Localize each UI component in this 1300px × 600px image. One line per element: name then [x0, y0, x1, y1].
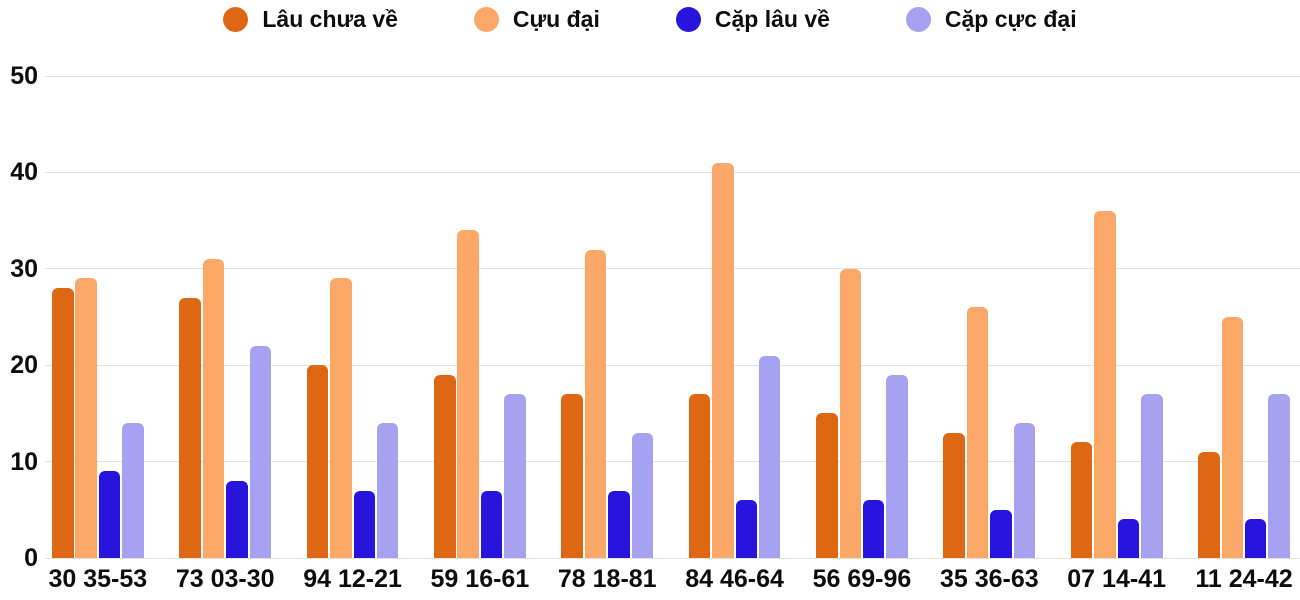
bar-cặp-lâu-về-2 [226, 480, 248, 558]
legend-color-dot [473, 7, 499, 32]
legend-color-dot [675, 7, 701, 32]
x-axis-category-label: 11 24-42 [1195, 565, 1293, 593]
bar-lâu-chưa-về-1 [52, 288, 74, 558]
bar-lâu-chưa-về-6 [688, 394, 711, 558]
bar-lâu-chưa-về-9 [1070, 442, 1093, 558]
plot-area: 30 35-53 73 03-30 94 12-21 59 16-61 78 18-81… [45, 75, 1300, 593]
bar-cặp-lâu-về-8 [990, 509, 1012, 558]
x-axis-category-label: 78 18-81 [557, 565, 657, 593]
legend-label: Cặp lâu về [714, 6, 830, 32]
bar-cựu-đại-6 [712, 162, 734, 558]
y-axis-tick-label: 30 [10, 254, 38, 283]
bar-lâu-chưa-về-2 [179, 297, 201, 558]
bar-cặp-cực-đại-9 [1141, 394, 1163, 558]
bar-lâu-chưa-về-10 [1198, 451, 1220, 558]
gridline-50 [45, 75, 1300, 77]
bar-cặp-cực-đại-3 [376, 423, 399, 558]
bar-cựu-đại-1 [75, 278, 97, 558]
legend-label: Cựu đại [512, 6, 600, 32]
bar-lâu-chưa-về-3 [306, 365, 329, 558]
bar-lâu-chưa-về-4 [434, 374, 456, 558]
legend: Lâu chưa về Cựu đại Cặp lâu về Cặp cực đại [0, 6, 1300, 33]
bar-cựu-đại-10 [1221, 317, 1244, 558]
y-axis-tick-label: 0 [24, 544, 38, 572]
bar-cặp-lâu-về-6 [735, 500, 758, 558]
bar-cặp-lâu-về-1 [98, 471, 121, 558]
bar-lâu-chưa-về-7 [816, 413, 838, 558]
bar-cựu-đại-8 [966, 307, 989, 558]
bar-cặp-cực-đại-4 [504, 394, 526, 558]
x-axis-category-label: 59 16-61 [430, 565, 530, 593]
y-axis-tick-label: 10 [10, 447, 38, 476]
x-axis-category-label: 84 46-64 [685, 565, 784, 593]
bar-cặp-cực-đại-7 [886, 374, 908, 558]
legend-item-4[interactable]: Cặp cực đại [905, 6, 1077, 33]
legend-color-dot [223, 7, 249, 32]
gridline-0 [45, 557, 1300, 559]
legend-item-3[interactable]: Cặp lâu về [675, 6, 830, 33]
bar-cặp-lâu-về-9 [1117, 519, 1140, 558]
legend-label: Lâu chưa về [262, 6, 398, 32]
y-axis-tick-label: 20 [10, 351, 38, 380]
bar-cặp-cực-đại-2 [249, 345, 272, 558]
bar-cặp-cực-đại-10 [1268, 394, 1290, 558]
legend-label: Cặp cực đại [944, 6, 1077, 32]
bar-cặp-cực-đại-5 [631, 432, 654, 558]
bar-cựu-đại-2 [202, 259, 225, 558]
bar-cặp-cực-đại-1 [122, 423, 144, 558]
bar-cặp-lâu-về-10 [1244, 519, 1267, 558]
x-axis-category-label: 94 12-21 [303, 565, 402, 593]
legend-item-1[interactable]: Lâu chưa về [223, 6, 398, 33]
legend-color-dot [905, 7, 931, 32]
bar-cặp-lâu-về-5 [608, 490, 630, 558]
x-axis-category-label: 73 03-30 [175, 565, 275, 593]
bar-cặp-cực-đại-8 [1013, 423, 1036, 558]
x-axis-category-label: 07 14-41 [1067, 565, 1166, 593]
bar-cặp-lâu-về-4 [480, 490, 503, 558]
x-axis-category-label: 56 69-96 [812, 565, 912, 593]
bar-cựu-đại-5 [584, 249, 607, 558]
bar-cặp-lâu-về-7 [862, 500, 885, 558]
x-axis-category-label: 30 35-53 [48, 565, 148, 593]
x-axis-category-label: 35 36-63 [939, 565, 1039, 593]
bar-cựu-đại-4 [457, 230, 479, 558]
legend-item-2[interactable]: Cựu đại [473, 6, 600, 33]
gridline-20 [45, 364, 1300, 366]
bar-cặp-lâu-về-3 [353, 490, 375, 558]
y-axis-tick-label: 50 [10, 62, 38, 90]
gridline-30 [45, 268, 1300, 270]
bar-cựu-đại-9 [1094, 210, 1116, 558]
bar-lâu-chưa-về-8 [943, 432, 965, 558]
bar-cặp-cực-đại-6 [758, 355, 781, 558]
bar-cựu-đại-3 [330, 278, 352, 558]
bar-cựu-đại-7 [839, 268, 861, 558]
gridline-10 [45, 461, 1300, 463]
gridline-40 [45, 171, 1300, 173]
y-axis-tick-label: 40 [10, 158, 38, 187]
bar-lâu-chưa-về-5 [561, 394, 583, 558]
